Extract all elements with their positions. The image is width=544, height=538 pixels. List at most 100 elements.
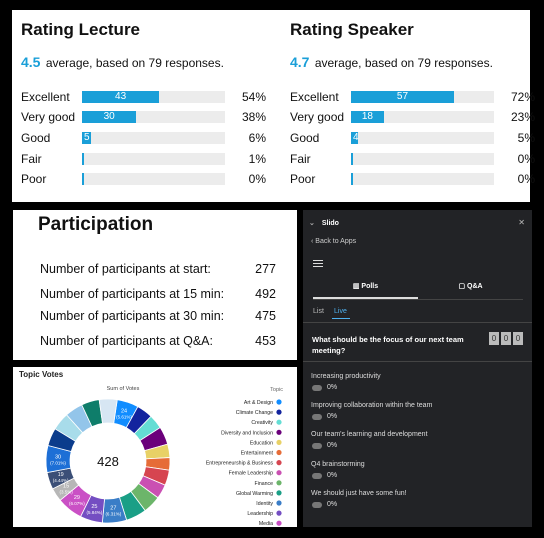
- rating-percent: 54%: [241, 90, 266, 104]
- slice-value-label: 19: [58, 472, 64, 478]
- donut-slice: [98, 398, 118, 424]
- poll-option-label: Improving collaboration within the team: [311, 402, 433, 409]
- rating-bar: [351, 173, 353, 185]
- legend-entry: Creativity: [251, 420, 273, 426]
- poll-option[interactable]: Our team's learning and development 0%: [311, 431, 521, 449]
- rating-bar-track: [351, 153, 494, 165]
- rating-lecture-average: 4.5 average, based on 79 responses.: [21, 54, 224, 70]
- rating-bar-track: [82, 173, 225, 185]
- divider: [303, 361, 532, 362]
- legend-swatch: [276, 490, 282, 496]
- rating-row: Poor 0%: [21, 172, 266, 186]
- participation-value: 277: [255, 262, 276, 276]
- rating-row: Good 5 6%: [21, 131, 266, 145]
- legend-entry: Art & Design: [244, 400, 273, 406]
- rating-bar: 30: [82, 111, 137, 123]
- rating-percent: 0%: [517, 172, 535, 186]
- rating-bar-track: [82, 153, 225, 165]
- rating-bar-track: 5: [82, 132, 225, 144]
- rating-label: Excellent: [21, 90, 70, 104]
- rating-label: Very good: [290, 110, 345, 124]
- participation-row: Number of participants at start: 277: [40, 262, 288, 276]
- legend-swatch: [276, 429, 282, 435]
- poll-option[interactable]: We should just have some fun! 0%: [311, 490, 521, 508]
- poll-option-percent: 0%: [327, 413, 338, 420]
- rating-bar: 57: [351, 91, 454, 103]
- legend-entry: Diversity and Inclusion: [221, 430, 273, 436]
- slice-value-label: 24: [121, 409, 127, 415]
- rating-row: Poor 0%: [290, 172, 535, 186]
- chart-title: Topic Votes: [19, 370, 64, 379]
- legend-entry: Education: [250, 440, 273, 446]
- legend-swatch: [276, 449, 282, 456]
- poll-option[interactable]: Q4 brainstorming 0%: [311, 461, 521, 479]
- average-value: 4.7: [290, 54, 310, 70]
- rating-percent: 38%: [241, 110, 266, 124]
- poll-option[interactable]: Improving collaboration within the team 0…: [311, 402, 521, 420]
- back-label: Back to Apps: [315, 238, 357, 245]
- rating-row: Fair 1%: [21, 152, 266, 166]
- rating-row: Very good 30 38%: [21, 110, 266, 124]
- timer-digit: 0: [513, 332, 523, 345]
- poll-option-bar: [312, 473, 322, 479]
- participation-label: Number of participants at start:: [40, 262, 211, 276]
- hamburger-menu-icon[interactable]: [313, 260, 323, 269]
- legend-entry: Entrepreneurship & Business: [206, 461, 274, 467]
- chevron-down-icon[interactable]: ⌄: [309, 220, 315, 227]
- poll-option-bar: [312, 414, 322, 420]
- topic-votes-svg: 24(5.61%) 27(6.31%) 25(5.84%) 29(6.07%) 15(3…: [45, 386, 283, 527]
- legend-entry: Leadership: [247, 511, 273, 517]
- rating-bar-track: 30: [82, 111, 225, 123]
- back-to-apps-link[interactable]: ‹ Back to Apps: [311, 238, 356, 245]
- close-icon[interactable]: ✕: [518, 218, 525, 227]
- rating-label: Poor: [290, 172, 316, 186]
- rating-bar: 43: [82, 91, 160, 103]
- participation-value: 453: [255, 334, 276, 348]
- rating-percent: 6%: [248, 131, 266, 145]
- rating-bar-track: 43: [82, 91, 225, 103]
- rating-bar: 18: [351, 111, 384, 123]
- legend-entry: Female Leadership: [229, 471, 274, 477]
- slice-value-label: 15: [63, 483, 69, 489]
- participation-row: Number of participants at 30 min: 475: [40, 309, 288, 323]
- poll-option-bar: [312, 443, 322, 449]
- rating-percent: 0%: [248, 172, 266, 186]
- participation-label: Number of participants at 30 min:: [40, 309, 225, 323]
- slice-value-label: 30: [55, 454, 61, 460]
- slice-percent-label: (4.44%): [53, 478, 69, 483]
- slice-percent-label: (7.01%): [50, 460, 66, 465]
- rating-row: Excellent 43 54%: [21, 90, 266, 104]
- slice-value-label: 27: [110, 506, 116, 512]
- slice-percent-label: (5.84%): [87, 510, 103, 515]
- rating-label: Fair: [21, 152, 42, 166]
- participation-title: Participation: [38, 214, 154, 235]
- tabs-divider: [313, 299, 523, 300]
- legend-entry: Media: [259, 521, 273, 527]
- rating-percent: 23%: [510, 110, 535, 124]
- tab-polls[interactable]: ▥ Polls: [313, 282, 418, 290]
- rating-lecture-title: Rating Lecture: [21, 20, 141, 39]
- participation-panel: Participation Number of participants at …: [13, 210, 297, 360]
- participation-value: 492: [255, 287, 276, 301]
- tab-qa[interactable]: ▢ Q&A: [418, 282, 523, 290]
- slido-tabs: ▥ Polls ▢ Q&A: [313, 282, 523, 300]
- subtab-live[interactable]: Live: [334, 308, 347, 315]
- legend-swatch: [276, 409, 282, 415]
- legend-swatch: [276, 480, 282, 486]
- poll-option-percent: 0%: [327, 384, 338, 391]
- tab-polls-label: Polls: [361, 283, 379, 290]
- timer-digit: 0: [501, 332, 511, 345]
- participation-label: Number of participants at 15 min:: [40, 287, 225, 301]
- chevron-left-icon: ‹: [311, 238, 316, 245]
- rating-bar: [82, 153, 84, 165]
- rating-speaker-title: Rating Speaker: [290, 20, 414, 39]
- poll-option-label: We should just have some fun!: [311, 490, 407, 497]
- poll-option-percent: 0%: [327, 472, 338, 479]
- poll-option[interactable]: Increasing productivity 0%: [311, 373, 521, 391]
- timer-digit: 0: [489, 332, 499, 345]
- legend-entry: Climate Change: [236, 410, 273, 416]
- rating-row: Very good 18 23%: [290, 110, 535, 124]
- subtab-list[interactable]: List: [313, 308, 324, 315]
- chat-icon: ▢: [458, 283, 467, 290]
